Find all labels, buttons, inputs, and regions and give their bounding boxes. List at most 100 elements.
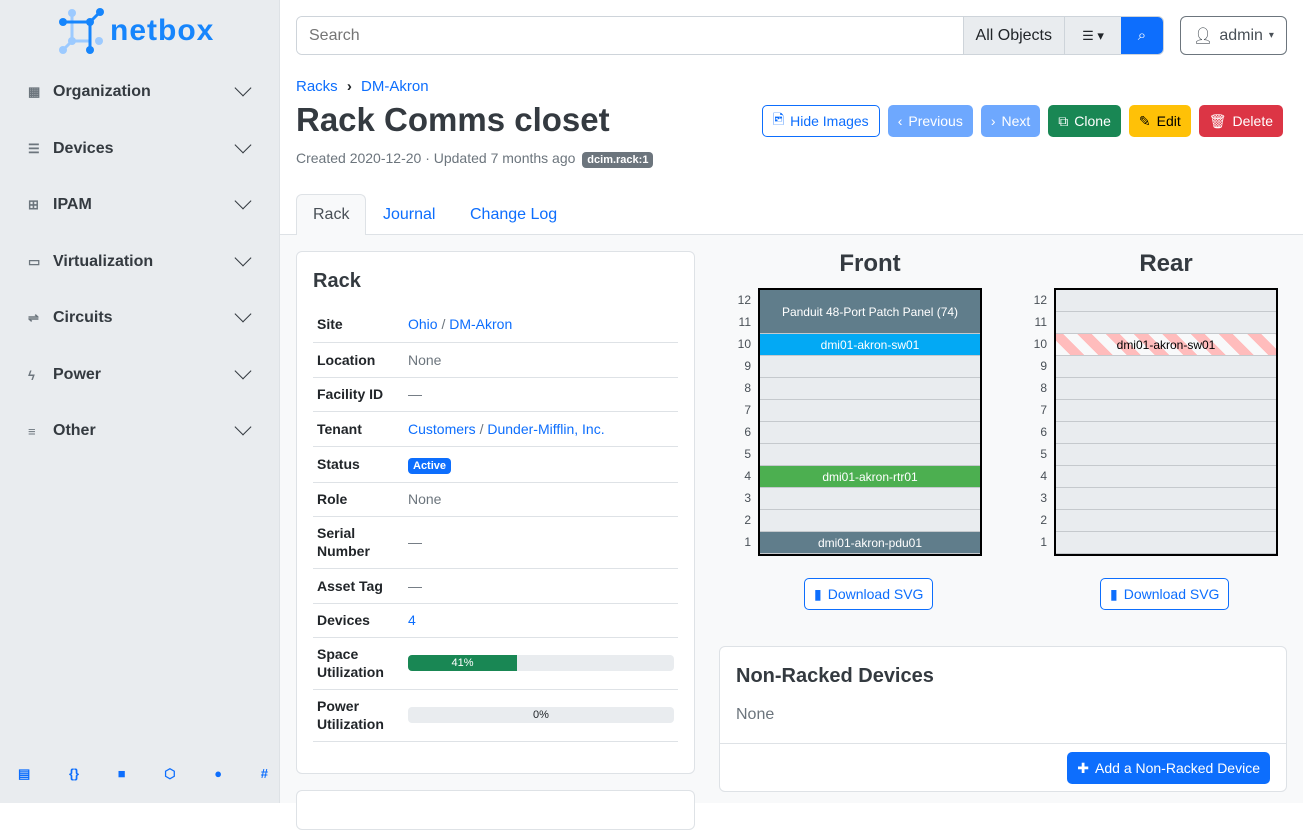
devices-link[interactable]: 4 xyxy=(408,612,416,628)
filter-dropdown[interactable]: ☰ ▾ xyxy=(1064,17,1121,54)
nav-organization[interactable]: ▦ Organization xyxy=(0,72,279,112)
space-fill: 41% xyxy=(408,655,518,671)
rack-device[interactable]: dmi01-akron-sw01 xyxy=(760,334,980,355)
rack-unit[interactable] xyxy=(760,356,980,378)
sidebar-footer: ▤ {} ■ ⬡ ● # xyxy=(18,766,268,782)
rack-unit[interactable] xyxy=(760,466,980,488)
space-utilization-bar: 41% xyxy=(408,655,674,671)
sep: / xyxy=(479,420,484,437)
front-title: Front xyxy=(839,250,901,277)
next-button[interactable]: › Next xyxy=(980,105,1041,137)
tab-journal[interactable]: Journal xyxy=(383,205,436,223)
nav-power[interactable]: ϟ Power xyxy=(0,355,279,395)
server-icon: ☰ xyxy=(28,141,40,156)
book-icon[interactable]: ■ xyxy=(117,766,126,781)
unit-number: 12 xyxy=(1033,293,1047,307)
breadcrumb-site[interactable]: DM-Akron xyxy=(361,78,429,95)
object-tag: dcim.rack:1 xyxy=(582,152,654,168)
card-title: Non-Racked Devices xyxy=(736,665,934,687)
rack-unit[interactable] xyxy=(1056,466,1276,488)
chevron-left-icon: ‹ xyxy=(897,113,903,129)
unit-number: 1 xyxy=(1040,535,1047,549)
download-front-svg-button[interactable]: ▮ Download SVG xyxy=(804,578,934,610)
tab-rack[interactable]: Rack xyxy=(296,194,367,236)
rack-unit[interactable] xyxy=(1056,444,1276,466)
nav-label: Organization xyxy=(53,83,151,100)
row-space: Space Utilization 41% xyxy=(313,637,678,689)
clone-button[interactable]: ⧉ Clone xyxy=(1048,105,1121,137)
scope-select[interactable]: All Objects xyxy=(962,17,1064,54)
page-title: Rack Comms closet xyxy=(296,101,610,138)
rack-unit[interactable] xyxy=(1056,312,1276,334)
hide-images-button[interactable]: 🖻︎ Hide Images xyxy=(761,105,880,137)
chevron-down-icon xyxy=(234,79,252,97)
rack-device[interactable]: Panduit 48-Port Patch Panel (74) xyxy=(760,290,980,333)
rack-unit[interactable] xyxy=(760,444,980,466)
rack-unit[interactable] xyxy=(1056,290,1276,312)
edit-button[interactable]: ✎ Edit xyxy=(1128,105,1191,137)
rear-title: Rear xyxy=(1139,250,1193,277)
api-icon[interactable]: {} xyxy=(68,766,80,781)
rack-unit[interactable] xyxy=(760,488,980,510)
nav-devices[interactable]: ☰ Devices xyxy=(0,129,279,169)
delete-button[interactable]: 🗑︎ Delete xyxy=(1198,105,1283,137)
unit-number: 9 xyxy=(744,359,751,373)
tenant-group-link[interactable]: Customers xyxy=(408,420,476,437)
slack-icon[interactable]: # xyxy=(260,766,268,781)
breadcrumb-racks[interactable]: Racks xyxy=(296,78,338,95)
chevron-down-icon xyxy=(234,362,252,380)
docs-icon[interactable]: ▤ xyxy=(18,766,31,781)
rack-unit[interactable] xyxy=(1056,400,1276,422)
copy-icon: ⧉ xyxy=(1058,112,1069,129)
nav-other[interactable]: ≡ Other xyxy=(0,411,279,451)
netbox-logo[interactable]: netbox xyxy=(58,8,214,54)
rack-unit[interactable] xyxy=(1056,510,1276,532)
region-link[interactable]: Ohio xyxy=(408,316,438,333)
rack-unit[interactable] xyxy=(1056,334,1276,356)
rack-unit[interactable] xyxy=(760,400,980,422)
rack-unit[interactable] xyxy=(1056,488,1276,510)
rack-unit[interactable] xyxy=(760,334,980,356)
chevron-down-icon xyxy=(234,305,252,323)
rack-unit[interactable] xyxy=(760,378,980,400)
rack-device[interactable]: dmi01-akron-sw01 xyxy=(1056,334,1276,355)
previous-button[interactable]: ‹ Previous xyxy=(887,105,973,137)
nav-circuits[interactable]: ⇌ Circuits xyxy=(0,298,279,338)
search-button[interactable]: ⌕ xyxy=(1121,17,1163,54)
rack-unit[interactable] xyxy=(760,532,980,554)
unit-number: 7 xyxy=(1040,403,1047,417)
rack-attributes: Site Ohio / DM-Akron Location None Facilit… xyxy=(313,307,678,742)
site-link[interactable]: DM-Akron xyxy=(449,316,513,333)
tenant-link[interactable]: Dunder-Mifflin, Inc. xyxy=(487,420,605,437)
rack-unit[interactable] xyxy=(760,312,980,334)
file-icon: ▮ xyxy=(1110,585,1118,602)
chevron-down-icon xyxy=(234,249,252,267)
netbox-logo-icon xyxy=(59,8,104,54)
unit-number: 7 xyxy=(744,403,751,417)
search-icon: ⌕ xyxy=(1137,27,1147,44)
non-racked-value: None xyxy=(736,706,775,723)
value: None xyxy=(408,491,442,507)
rack-unit[interactable] xyxy=(760,422,980,444)
unit-number: 6 xyxy=(744,425,751,439)
user-menu[interactable]: 👤︎ admin ▾ xyxy=(1180,16,1287,55)
rack-unit[interactable] xyxy=(1056,422,1276,444)
rack-device[interactable]: dmi01-akron-pdu01 xyxy=(760,532,980,553)
rack-unit[interactable] xyxy=(760,510,980,532)
rack-unit[interactable] xyxy=(1056,378,1276,400)
rack-unit[interactable] xyxy=(1056,356,1276,378)
tab-changelog[interactable]: Change Log xyxy=(470,205,558,223)
bolt-icon: ϟ xyxy=(28,367,35,383)
nav-virtualization[interactable]: ▭ Virtualization xyxy=(0,242,279,282)
graphql-icon[interactable]: ⬡ xyxy=(164,766,176,781)
power-utilization-bar: 0% xyxy=(408,707,674,723)
rack-frame: Panduit 48-Port Patch Panel (74) dmi01-ak… xyxy=(758,288,982,556)
add-non-racked-device-button[interactable]: ✚ Add a Non-Racked Device xyxy=(1067,752,1270,784)
download-rear-svg-button[interactable]: ▮ Download SVG xyxy=(1100,578,1230,610)
github-icon[interactable]: ● xyxy=(214,766,223,781)
rack-device[interactable]: dmi01-akron-rtr01 xyxy=(760,466,980,487)
rack-unit[interactable] xyxy=(1056,532,1276,554)
chevron-right-icon: › xyxy=(990,113,996,129)
search-input[interactable] xyxy=(297,17,963,54)
nav-ipam[interactable]: ⊞ IPAM xyxy=(0,185,279,225)
